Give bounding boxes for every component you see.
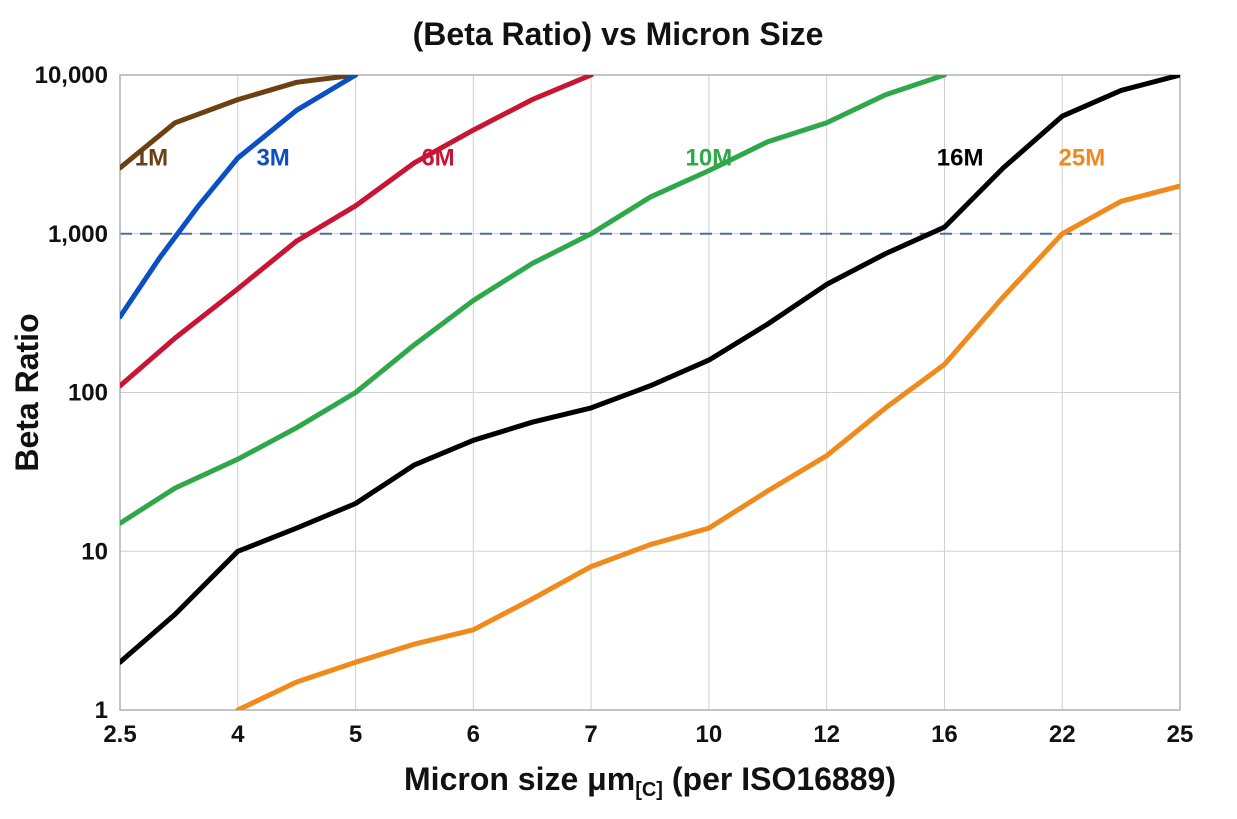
beta-ratio-chart: (Beta Ratio) vs Micron Size 1M 3M 6M 10M 16M 2… [0, 0, 1237, 819]
x-tick-label: 25 [1167, 721, 1194, 748]
series-label-10M: 10M [686, 144, 733, 171]
chart-container: (Beta Ratio) vs Micron Size 1M 3M 6M 10M 16M 2… [0, 0, 1237, 819]
series-label-25M: 25M [1059, 144, 1106, 171]
y-tick-label: 10 [81, 538, 108, 565]
series-label-6M: 6M [421, 144, 454, 171]
series-label-1M: 1M [135, 144, 168, 171]
x-tick-label: 22 [1049, 721, 1076, 748]
x-tick-label: 12 [813, 721, 840, 748]
x-tick-label: 4 [231, 721, 245, 748]
x-tick-label: 2.5 [103, 721, 136, 748]
y-tick-label: 1,000 [48, 221, 108, 248]
series-label-16M: 16M [937, 144, 984, 171]
x-tick-label: 7 [584, 721, 597, 748]
x-tick-label: 6 [467, 721, 480, 748]
series-label-3M: 3M [256, 144, 289, 171]
x-tick-label: 16 [931, 721, 958, 748]
y-tick-label: 1 [95, 697, 108, 724]
x-tick-label: 10 [696, 721, 723, 748]
y-tick-label: 10,000 [35, 62, 108, 89]
y-tick-label: 100 [68, 380, 108, 407]
y-axis-label: Beta Ratio [9, 313, 45, 471]
x-tick-label: 5 [349, 721, 362, 748]
chart-title: (Beta Ratio) vs Micron Size [413, 16, 824, 52]
